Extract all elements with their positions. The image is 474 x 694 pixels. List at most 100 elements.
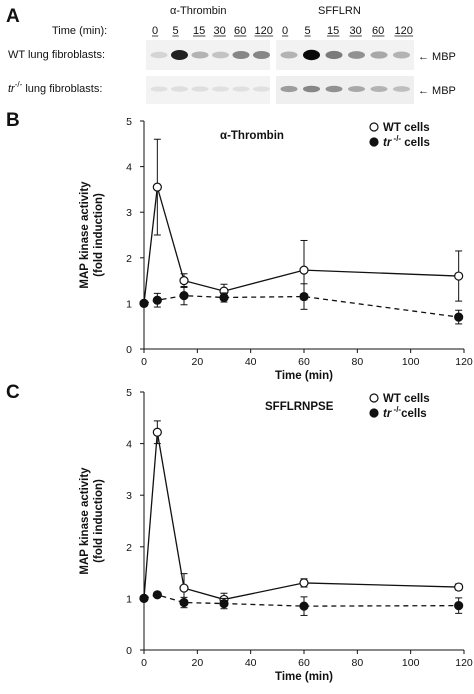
blot-row-ko-sup: -/- <box>15 80 23 89</box>
blot-row-label-ko: tr-/- lung fibroblasts: <box>8 80 102 95</box>
series-1 <box>139 283 464 325</box>
x-axis-label: Time (min) <box>275 671 333 683</box>
series-0 <box>139 138 464 308</box>
data-point <box>454 601 464 611</box>
blot-band-wt-sfflrn <box>280 51 298 59</box>
x-tick-label: 100 <box>402 657 420 669</box>
blot-band-wt-thrombin <box>232 51 250 59</box>
chart-title: α-Thrombin <box>220 130 284 142</box>
blot-timepoint-thrombin-15: 15 <box>193 25 205 37</box>
legend-label-sup: -/- <box>391 134 401 143</box>
y-axis-label: (fold induction) <box>93 479 105 563</box>
series-line <box>143 432 459 601</box>
blot-band-wt-sfflrn <box>370 51 388 59</box>
panel-b-letter: B <box>6 110 20 131</box>
blot-band-ko-thrombin <box>253 86 270 92</box>
series-1 <box>139 590 464 616</box>
x-tick-label: 0 <box>141 356 147 368</box>
blot-band-wt-thrombin <box>171 50 188 60</box>
series-0 <box>139 420 464 607</box>
data-point <box>179 276 189 286</box>
y-tick-label: 0 <box>126 645 132 657</box>
blot-timepoint-thrombin-0: 0 <box>152 25 158 37</box>
blot-timepoint-sfflrn-5: 5 <box>305 25 311 37</box>
x-tick-label: 20 <box>191 657 203 669</box>
data-point <box>454 312 464 322</box>
x-tick-label: 100 <box>402 356 420 368</box>
data-point <box>179 291 189 301</box>
x-axis-label: Time (min) <box>275 370 333 382</box>
x-tick-label: 80 <box>351 657 363 669</box>
data-point <box>454 271 464 281</box>
data-point <box>219 598 229 609</box>
data-point <box>299 601 309 611</box>
legend-label: tr -/- cells <box>383 134 430 149</box>
x-tick-label: 120 <box>455 356 473 368</box>
blot-band-ko-thrombin <box>191 86 209 92</box>
data-point <box>179 597 189 608</box>
y-tick-label: 5 <box>126 116 132 128</box>
chart-sfflrnpse: 0 1 2 3 4 5 0 20 40 60 80 100 120 Time (min) MAP kinas… <box>79 387 473 683</box>
blot-strip-ko-sfflrn <box>276 76 414 104</box>
blot-row-wt-suffix: lung fibroblasts: <box>25 49 105 61</box>
blot-row-ko-suffix: lung fibroblasts: <box>22 83 102 95</box>
legend-label-text: WT cells <box>383 393 430 405</box>
legend-marker <box>369 408 379 418</box>
x-tick-label: 60 <box>298 356 310 368</box>
blot-band-wt-sfflrn <box>303 49 320 61</box>
legend-marker <box>369 393 379 403</box>
legend-label-sup: -/- <box>391 405 401 414</box>
data-point <box>219 292 229 303</box>
blot-timepoint-sfflrn-60: 60 <box>372 25 384 37</box>
blot-timepoint-sfflrn-0: 0 <box>282 25 288 37</box>
data-point <box>152 295 162 305</box>
legend-label-suffix: cells <box>401 137 430 149</box>
x-tick-label: 20 <box>191 356 203 368</box>
y-tick-label: 1 <box>126 593 132 605</box>
data-point <box>179 583 189 593</box>
blot-bands <box>150 49 410 93</box>
blot-timepoint-thrombin-5: 5 <box>173 25 179 37</box>
series-line <box>143 186 459 304</box>
blot-band-ko-sfflrn <box>325 85 343 93</box>
blot-row-wt-prefix: WT <box>8 49 25 61</box>
blot-mbp-label-ko: ← MBP <box>418 85 456 97</box>
blot-band-wt-thrombin <box>150 51 168 59</box>
blot-band-ko-thrombin <box>212 86 229 92</box>
data-point <box>299 265 309 275</box>
legend-label-prefix: tr <box>383 137 392 149</box>
legend-marker <box>369 122 379 132</box>
blot-band-ko-thrombin <box>150 86 168 92</box>
blot-timepoint-sfflrn-30: 30 <box>350 25 362 37</box>
data-point <box>299 578 309 588</box>
panel-c-letter: C <box>6 382 20 403</box>
panel-a-letter: A <box>6 6 20 27</box>
x-tick-label: 120 <box>455 657 473 669</box>
y-tick-label: 4 <box>126 439 132 451</box>
data-point <box>152 427 162 437</box>
y-tick-label: 2 <box>126 253 132 265</box>
blot-band-ko-sfflrn <box>393 86 410 92</box>
chart-thrombin: 0 1 2 3 4 5 0 20 40 60 80 100 120 Time (min) MAP kinas… <box>79 116 473 382</box>
blot-timepoints: 0 5 15 30 60 120 0 5 15 30 60 120 <box>152 25 414 37</box>
y-tick-label: 2 <box>126 542 132 554</box>
data-point <box>152 590 162 600</box>
y-axis-label: MAP kinase activity <box>79 467 91 575</box>
blot-band-wt-sfflrn <box>348 51 365 59</box>
y-tick-label: 5 <box>126 387 132 399</box>
blot-mbp-label-wt: ← MBP <box>418 51 456 63</box>
legend-label-prefix: tr <box>383 408 392 420</box>
y-axis-label: (fold induction) <box>93 193 105 277</box>
chart-title: SFFLRNPSE <box>265 401 334 413</box>
data-point <box>454 582 464 592</box>
y-tick-label: 0 <box>126 344 132 356</box>
blot-row-ko-prefix: tr <box>8 83 16 95</box>
blot-band-ko-sfflrn <box>280 85 298 93</box>
blot-band-wt-sfflrn <box>325 50 343 60</box>
blot-band-ko-sfflrn <box>370 86 388 92</box>
blot-group-title-sfflrn: SFFLRN <box>318 5 361 17</box>
x-tick-label: 40 <box>245 657 257 669</box>
y-tick-label: 1 <box>126 298 132 310</box>
blot-band-ko-sfflrn <box>303 85 320 93</box>
